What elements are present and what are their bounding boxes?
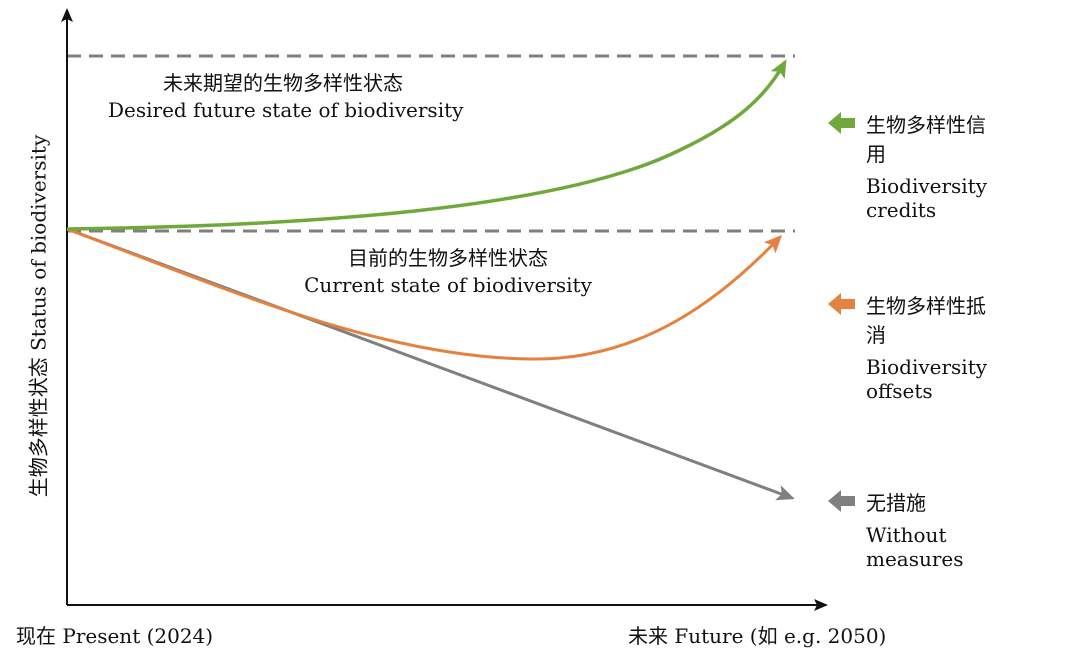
- x-axis-end-label: 未来 Future (如 e.g. 2050): [628, 624, 887, 648]
- legend-text-offsets: 生物多样性抵消 Biodiversity offsets: [866, 290, 987, 403]
- desired-state-label-en: Desired future state of biodiversity: [108, 98, 464, 122]
- legend-label-en: Biodiversity credits: [866, 174, 988, 222]
- left-arrow-icon: [828, 490, 855, 512]
- legend-label-zh: 生物多样性信用: [866, 113, 986, 166]
- legend-text-credits: 生物多样性信用 Biodiversity credits: [866, 109, 987, 222]
- biodiversity-credits-trajectory: [66, 59, 787, 231]
- left-arrow-icon: [828, 293, 855, 315]
- biodiversity-offsets-trajectory: [66, 227, 783, 361]
- left-arrow-icon: [828, 112, 855, 134]
- current-state-label-zh: 目前的生物多样性状态: [348, 246, 548, 270]
- desired-state-label-zh: 未来期望的生物多样性状态: [163, 71, 403, 95]
- legend-label-en: Without measures: [866, 523, 964, 571]
- desired-state-label: 未来期望的生物多样性状态 Desired future state of bio…: [108, 71, 464, 122]
- y-axis-title: 生物多样性状态 Status of biodiversity: [26, 134, 51, 498]
- current-state-label: 目前的生物多样性状态 Current state of biodiversity: [303, 248, 593, 295]
- current-state-label-en: Current state of biodiversity: [304, 273, 592, 297]
- legend-label-zh: 无措施: [866, 491, 926, 515]
- x-axis-start-label: 现在 Present (2024): [16, 624, 214, 648]
- legend-text-without-measures: 无措施 Without measures: [866, 487, 964, 571]
- legend-label-zh: 生物多样性抵消: [866, 294, 986, 347]
- legend-label-en: Biodiversity offsets: [866, 355, 988, 403]
